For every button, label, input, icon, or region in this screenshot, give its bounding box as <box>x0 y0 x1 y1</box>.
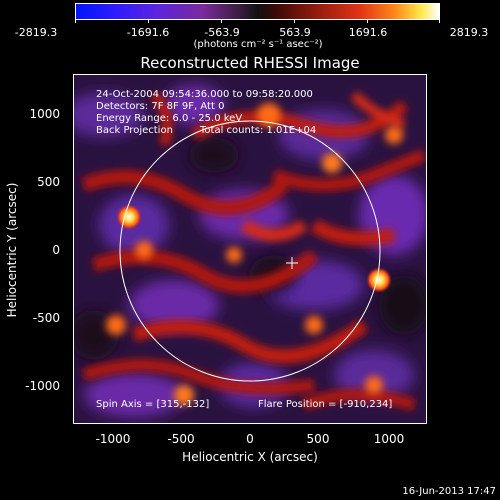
y-axis-label: Heliocentric Y (arcsec) <box>5 182 19 318</box>
colorbar-tick <box>439 19 440 23</box>
colorbar-tick <box>75 19 76 23</box>
x-tick-label: -500 <box>167 432 195 446</box>
x-tick-label: 500 <box>306 432 330 446</box>
y-tick-label: 1000 <box>29 107 60 121</box>
spin-axis-annotation: Spin Axis = [315,-132] <box>96 399 210 410</box>
solar-image-plot: 24-Oct-2004 09:54:36.000 to 09:58:20.000… <box>73 74 427 424</box>
flare-source-east <box>116 204 142 230</box>
time-range-annotation: 24-Oct-2004 09:54:36.000 to 09:58:20.000 <box>96 89 313 100</box>
x-tick-label: -1000 <box>95 432 131 446</box>
colorbar-tick <box>148 19 149 23</box>
colorbar <box>75 3 440 20</box>
colorbar-tick-label: 563.9 <box>279 26 311 39</box>
detectors-annotation: Detectors: 7F 8F 9F, Att 0 <box>96 101 225 112</box>
flare-position-annotation: Flare Position = [-910,234] <box>258 399 393 410</box>
rhessi-image-render <box>74 75 426 423</box>
y-tick-label: 0 <box>52 243 60 257</box>
y-tick-label: 500 <box>37 175 60 189</box>
method-annotation: Back Projection <box>96 125 173 136</box>
colorbar-unit-label: (photons cm⁻² s⁻¹ asec⁻²) <box>193 39 323 50</box>
total-counts-annotation: Total counts: 1.01E+04 <box>200 125 317 136</box>
render-timestamp: 16-Jun-2013 17:47 <box>402 486 496 497</box>
colorbar-tick <box>221 19 222 23</box>
image-title: Reconstructed RHESSI Image <box>140 54 360 72</box>
y-tick-label: -1000 <box>25 379 60 393</box>
colorbar-tick-label: -563.9 <box>204 26 240 39</box>
energy-range-annotation: Energy Range: 6.0 - 25.0 keV <box>96 113 243 124</box>
colorbar-tick-label: 1691.6 <box>348 26 388 39</box>
x-tick-label: 0 <box>246 432 254 446</box>
flare-source-west <box>366 267 392 293</box>
x-axis-label: Heliocentric X (arcsec) <box>182 450 318 464</box>
colorbar-tick <box>367 19 368 23</box>
spin-axis-marker <box>286 257 298 269</box>
y-tick-label: -500 <box>32 311 60 325</box>
colorbar-tick-label: -1691.6 <box>126 26 170 39</box>
colorbar-tick <box>294 19 295 23</box>
colorbar-tick-label: 2819.3 <box>449 26 489 39</box>
x-tick-label: 1000 <box>373 432 405 446</box>
colorbar-tick-label: -2819.3 <box>14 26 58 39</box>
solar-limb-circle <box>119 120 381 382</box>
